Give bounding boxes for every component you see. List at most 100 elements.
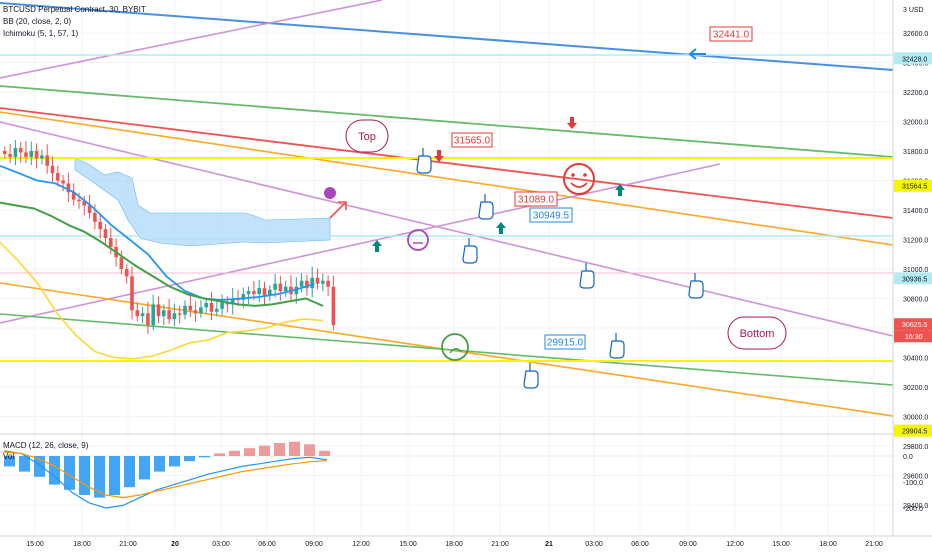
- pointing-hand-icon: [609, 333, 625, 359]
- macd-histogram-bar: [169, 456, 180, 467]
- price-tick-label: 30400.0: [903, 356, 928, 363]
- price-tick-label: 29600.0: [903, 474, 928, 481]
- candle-body: [50, 165, 55, 174]
- candle-body: [109, 238, 113, 247]
- macd-histogram-bar: [154, 456, 165, 472]
- bottom-label-bubble: [727, 316, 787, 350]
- macd-histogram-bar: [79, 456, 90, 495]
- price-badge: [894, 424, 932, 437]
- candle-body: [326, 280, 330, 287]
- time-tick-label: 21: [545, 541, 553, 548]
- price-axis-bg: [893, 0, 932, 536]
- price-badge-label: 29904.5: [902, 429, 927, 436]
- candle-body: [177, 313, 182, 315]
- candle-body: [135, 310, 140, 317]
- candle-body: [24, 152, 28, 157]
- time-tick-label: 15:00: [26, 541, 44, 548]
- candle-body: [34, 151, 39, 159]
- callout-30949-box: [529, 207, 573, 223]
- candle-body: [124, 269, 129, 277]
- candle-body: [315, 277, 320, 284]
- price-badge-label: 31564.5: [902, 184, 927, 191]
- price-badge: [894, 52, 932, 65]
- countdown-badge: [894, 330, 932, 343]
- time-tick-label: 21:00: [119, 541, 137, 548]
- projection-arrow-icon: [329, 201, 347, 219]
- candle-body: [56, 173, 60, 181]
- candle-body: [262, 288, 267, 296]
- macd-histogram-bar: [109, 456, 120, 495]
- macd-tick-label: -200.0: [903, 506, 923, 513]
- candle-body: [321, 280, 325, 284]
- ichimoku-cloud: [74, 157, 331, 247]
- candle-body: [305, 280, 309, 289]
- candle-body: [252, 291, 256, 295]
- bottom-label: Bottom: [740, 328, 775, 340]
- time-tick-label: 09:00: [679, 541, 697, 548]
- candle-body: [310, 277, 314, 289]
- price-tick-label: 30000.0: [903, 415, 928, 422]
- candle-body: [93, 212, 97, 222]
- candle-body: [283, 286, 288, 292]
- macd-histogram-bar: [184, 456, 195, 462]
- macd-histogram-bar: [124, 456, 135, 488]
- callout-32441-box: [709, 26, 753, 42]
- price-tick-label: 29800.0: [903, 444, 928, 451]
- price-badge-label: 30936.5: [902, 276, 927, 283]
- time-tick-label: 15:00: [399, 541, 417, 548]
- candle-body: [40, 155, 44, 159]
- red-trendline: [0, 107, 894, 219]
- price-badge-label: 32428.0: [902, 56, 927, 63]
- time-tick-label: 18:00: [819, 541, 837, 548]
- neutral-face-icon: [407, 229, 429, 251]
- callout-29915: 29915.0: [547, 338, 584, 349]
- macd-histogram-bar: [229, 450, 240, 456]
- candle-body: [66, 183, 71, 193]
- callout-31565-box: [451, 132, 493, 148]
- candle-body: [29, 151, 34, 157]
- candle-body: [215, 308, 219, 312]
- price-tick-label: 32200.0: [903, 90, 928, 97]
- macd-histogram-bar: [4, 456, 15, 467]
- callout-31089: 31089.0: [518, 195, 555, 206]
- price-axis: 32600.032400.032200.032000.031800.031600…: [892, 0, 932, 536]
- macd-histogram-bar: [64, 456, 75, 490]
- candle-body: [199, 307, 203, 314]
- candle-body: [82, 201, 87, 206]
- candle-body: [183, 305, 187, 315]
- price-tick-label: 30800.0: [903, 297, 928, 304]
- macd-histogram-bar: [19, 456, 30, 472]
- candle-body: [146, 313, 150, 326]
- candle-body: [13, 148, 18, 157]
- candle-body: [209, 302, 214, 312]
- bb-lower-band: [0, 241, 324, 360]
- sad-face-mouth: [449, 348, 462, 354]
- signal-line: [3, 451, 328, 499]
- time-tick-label: 20: [171, 541, 179, 548]
- top-label: Top: [358, 131, 376, 143]
- violet-upper-line: [0, 0, 383, 79]
- candle-body: [162, 310, 166, 317]
- time-axis: 15:00 18:00 21:00 20 03:00 06:00 09:00 12:00 15:…: [0, 535, 932, 548]
- candle-body: [230, 298, 235, 305]
- pointing-hand-icon: [579, 263, 595, 289]
- price-badge-label: 30625.5: [902, 322, 927, 329]
- price-tick-label: 31800.0: [903, 149, 928, 156]
- callout-32441: 32441.0: [713, 30, 750, 41]
- price-tick-label: 31400.0: [903, 208, 928, 215]
- candle-body: [130, 276, 134, 311]
- face-markers: [324, 163, 595, 361]
- macd-histogram-bar: [94, 456, 105, 498]
- candle-body: [257, 288, 261, 295]
- candle-body: [278, 283, 283, 292]
- callout-31565: 31565.0: [454, 136, 491, 147]
- candle-body: [220, 301, 224, 309]
- candle-body: [193, 310, 198, 314]
- smile-face-eye: [583, 173, 587, 177]
- candle-body: [119, 257, 124, 269]
- price-badge: [894, 272, 932, 285]
- left-arrow-icon: [688, 48, 706, 60]
- candle-body: [103, 229, 108, 239]
